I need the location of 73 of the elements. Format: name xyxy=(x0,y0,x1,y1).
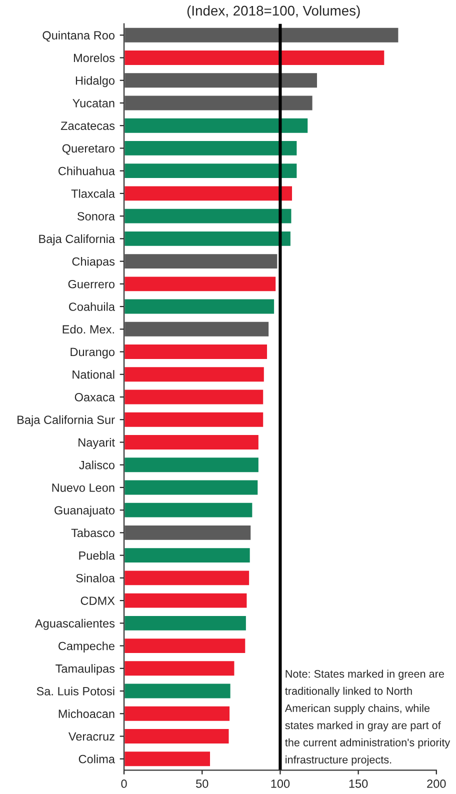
bar xyxy=(124,230,292,248)
bar xyxy=(124,546,252,564)
y-tick-label: Aguascalientes xyxy=(34,618,115,630)
bar xyxy=(124,456,260,474)
y-tick-label: Edo. Mex. xyxy=(62,324,114,334)
y-tick-label: Nuevo Leon xyxy=(52,484,114,492)
y-tick-label: Baja California Sur xyxy=(18,415,115,426)
y-tick-label: Colima xyxy=(78,754,116,764)
y-tick-label: Michoacan xyxy=(58,709,114,718)
y-tick-label: Tlaxcala xyxy=(71,189,116,198)
bar xyxy=(124,72,318,89)
bar xyxy=(124,320,270,338)
y-tick-label: Guanajuato xyxy=(54,506,115,517)
y-tick-label: Hidalgo xyxy=(76,76,115,88)
y-tick-label: Queretaro xyxy=(62,144,115,155)
bar xyxy=(124,343,268,360)
y-tick-label: Morelos xyxy=(74,53,115,62)
bar xyxy=(124,140,298,157)
bar xyxy=(124,637,247,654)
bar xyxy=(124,207,293,225)
x-tick-label: 150 xyxy=(349,780,368,788)
y-tick-label: Puebla xyxy=(79,551,116,560)
y-tick-label: Campeche xyxy=(58,642,114,653)
bar xyxy=(124,660,236,678)
bar xyxy=(124,49,386,66)
y-tick-label: CDMX xyxy=(80,596,115,605)
x-tick-label: 0 xyxy=(121,780,127,788)
bar xyxy=(124,116,310,134)
bar xyxy=(124,252,279,270)
y-tick-label: Veracruz xyxy=(68,732,114,741)
y-tick-label: Tabasco xyxy=(71,528,115,538)
bar xyxy=(124,524,252,542)
y-tick-label: Coahuila xyxy=(69,302,116,311)
bar xyxy=(124,275,277,293)
y-tick-label: Zacatecas xyxy=(60,122,115,130)
y-tick-label: National xyxy=(72,370,114,379)
bar xyxy=(124,298,276,316)
bar xyxy=(124,682,232,700)
x-tick-label: 200 xyxy=(427,780,446,788)
bar xyxy=(124,411,265,428)
bar xyxy=(124,705,231,722)
y-tick-label: Sa. Luis Potosi xyxy=(36,686,114,696)
y-tick-label: Guerrero xyxy=(68,280,115,288)
bar xyxy=(124,366,266,383)
y-tick-label: Sonora xyxy=(77,212,116,220)
y-tick-label: Oaxaca xyxy=(74,393,116,402)
annotation: Note: States marked in green are traditionally linked to North American supply chains, while states marked in gray are part of the current administration's priority infrastructure projects. xyxy=(284,670,450,766)
bar xyxy=(124,478,260,496)
y-tick-label: Chihuahua xyxy=(58,166,116,176)
x-tick-label: 50 xyxy=(196,780,208,788)
y-tick-label: Tamaulipas xyxy=(56,664,115,676)
bar xyxy=(124,26,400,44)
x-tick-label: 100 xyxy=(271,780,290,788)
bar xyxy=(124,501,254,519)
bar xyxy=(124,388,265,406)
y-tick-label: Baja California xyxy=(39,234,116,246)
bar xyxy=(124,434,260,451)
y-tick-label: Yucatan xyxy=(72,99,114,108)
y-tick-label: Chiapas xyxy=(72,257,115,268)
bar xyxy=(124,592,248,610)
y-tick-label: Durango xyxy=(70,348,115,358)
chart-title: (Index, 2018=100, Volumes) xyxy=(187,5,360,18)
bar xyxy=(124,94,314,112)
bar xyxy=(124,614,248,632)
bar xyxy=(124,569,250,587)
bar xyxy=(124,162,298,180)
bar xyxy=(124,750,212,768)
y-tick-label: Nayarit xyxy=(78,438,115,449)
bar xyxy=(124,728,230,745)
y-tick-label: Jalisco xyxy=(79,460,115,470)
y-tick-label: Quintana Roo xyxy=(42,30,115,42)
bar xyxy=(124,184,294,202)
y-tick-label: Sinaloa xyxy=(76,574,116,582)
